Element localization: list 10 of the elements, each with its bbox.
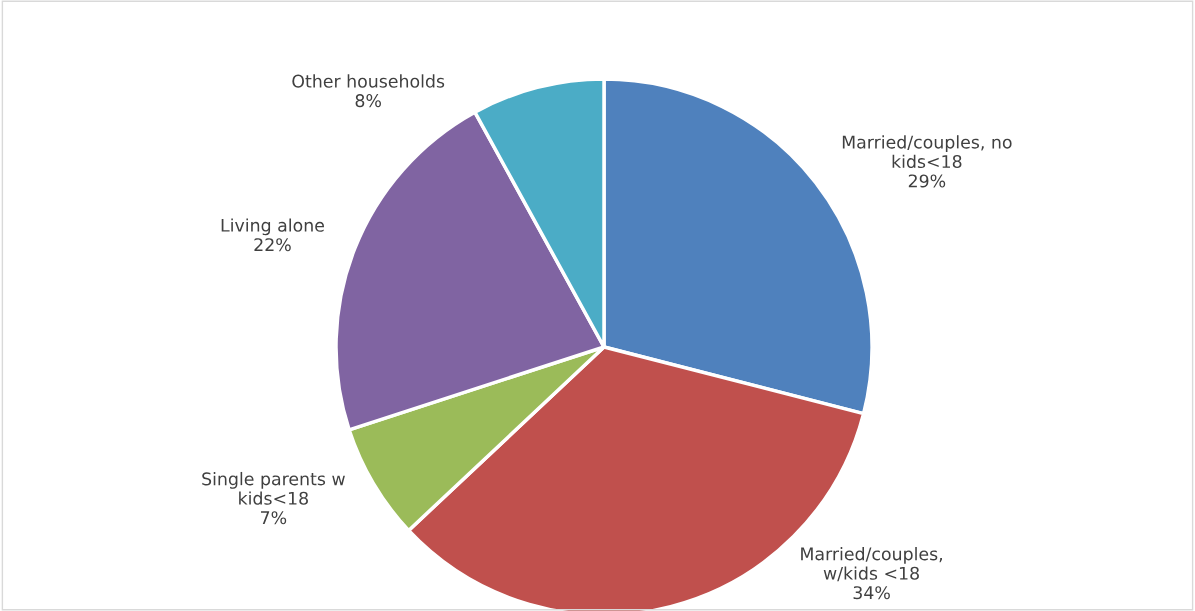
slice-label: Living alone xyxy=(221,218,324,236)
data-label: 22% xyxy=(254,238,291,252)
slice-label: Single parents w kids<18 xyxy=(202,471,345,505)
slice-label: Married/couples, w/kids <18 xyxy=(801,546,942,582)
data-label: 29% xyxy=(908,174,946,188)
data-label: 34% xyxy=(853,586,890,600)
slice-label: Married/couples, no kids<18 xyxy=(842,135,1012,169)
slice-label: Other households xyxy=(292,74,445,88)
data-label: 7% xyxy=(261,511,287,525)
data-label: 8% xyxy=(355,94,381,108)
